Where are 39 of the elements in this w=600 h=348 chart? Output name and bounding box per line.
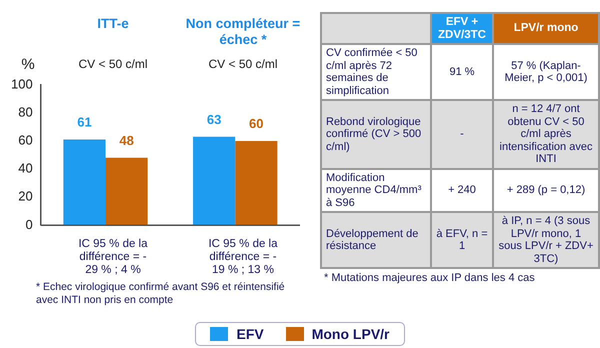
text: Développement de résistance [321,212,431,268]
text: + 240 [431,168,493,212]
text: * Echec virologique confirmé avant S96 et réintensifié avec INTI non pris en compte [36,281,286,307]
data-label: 48 [119,132,134,148]
data-label: 60 [249,116,264,132]
text: + 289 (p = 0,12) [493,168,599,212]
legend-label: Mono LPV/r [312,326,390,342]
x-tick-label: ITT-e [96,16,130,32]
y-tick-label: 20 [18,188,33,204]
legend-label: EFV [236,326,264,342]
y-tick-label: 60 [18,132,33,148]
bar [193,136,236,226]
text: 57 % (Kaplan-Meier, p < 0,001) [493,44,599,100]
data-label: 63 [206,112,222,127]
text: Rebond virologique confirmé (CV > 500 c/ml) [321,100,431,168]
y-tick-label: 100 [10,76,33,92]
text: n = 12 4/7 ont obtenu CV < 50 c/ml après intensification avec INTI [493,100,599,168]
text: * Mutations majeures aux IP dans les 4 cas [323,272,536,284]
data-label: 61 [77,114,92,130]
text: 91 % [431,44,493,100]
x-tick-label: Non compléteur = échec * [184,16,302,48]
y-axis-title: % [20,56,36,72]
text: EFV + ZDV/3TC [431,13,493,44]
bar [106,158,148,226]
bar [235,140,278,226]
text: à EFV, n = 1 [431,212,493,268]
text: - [431,100,493,168]
text: IC 95 % de la différence = - 19 % ; 13 % [207,238,279,277]
text: Modification moyenne CD4/mm³ à S96 [321,168,431,212]
bar [63,140,106,226]
text: CV < 50 c/ml [77,57,149,71]
y-tick-label: 40 [18,160,33,176]
text: CV confirmée < 50 c/ml après 72 semaines de simplification [321,44,431,100]
text: LPV/r mono [493,13,599,44]
text: CV < 50 c/ml [207,57,279,71]
y-tick-label: 80 [18,104,33,120]
y-tick-label: 0 [25,216,33,232]
text: IC 95 % de la différence = - 29 % ; 4 % [77,238,149,277]
text: à IP, n = 4 (3 sous LPV/r mono, 1 sous LPV/r + ZDV+ 3TC) [493,212,599,268]
